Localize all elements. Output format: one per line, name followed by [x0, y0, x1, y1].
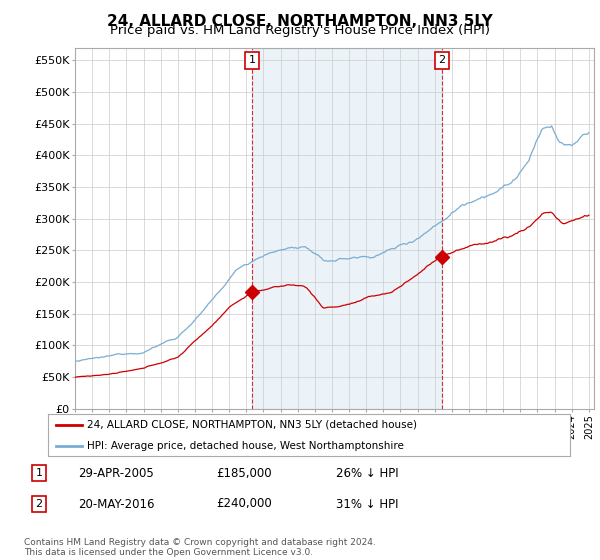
Text: 2: 2	[439, 55, 445, 65]
Text: £185,000: £185,000	[216, 466, 272, 480]
Bar	[252, 48, 442, 409]
Text: 24, ALLARD CLOSE, NORTHAMPTON, NN3 5LY (detached house): 24, ALLARD CLOSE, NORTHAMPTON, NN3 5LY (…	[87, 420, 417, 430]
Text: 20-MAY-2016: 20-MAY-2016	[78, 497, 155, 511]
Text: Price paid vs. HM Land Registry's House Price Index (HPI): Price paid vs. HM Land Registry's House …	[110, 24, 490, 37]
Text: £240,000: £240,000	[216, 497, 272, 511]
Text: Contains HM Land Registry data © Crown copyright and database right 2024.
This d: Contains HM Land Registry data © Crown c…	[24, 538, 376, 557]
Text: 26% ↓ HPI: 26% ↓ HPI	[336, 466, 398, 480]
Text: HPI: Average price, detached house, West Northamptonshire: HPI: Average price, detached house, West…	[87, 441, 404, 451]
Text: 1: 1	[35, 468, 43, 478]
Text: 24, ALLARD CLOSE, NORTHAMPTON, NN3 5LY: 24, ALLARD CLOSE, NORTHAMPTON, NN3 5LY	[107, 14, 493, 29]
Text: 2: 2	[35, 499, 43, 509]
Text: 29-APR-2005: 29-APR-2005	[78, 466, 154, 480]
Text: 1: 1	[248, 55, 256, 65]
Text: 31% ↓ HPI: 31% ↓ HPI	[336, 497, 398, 511]
